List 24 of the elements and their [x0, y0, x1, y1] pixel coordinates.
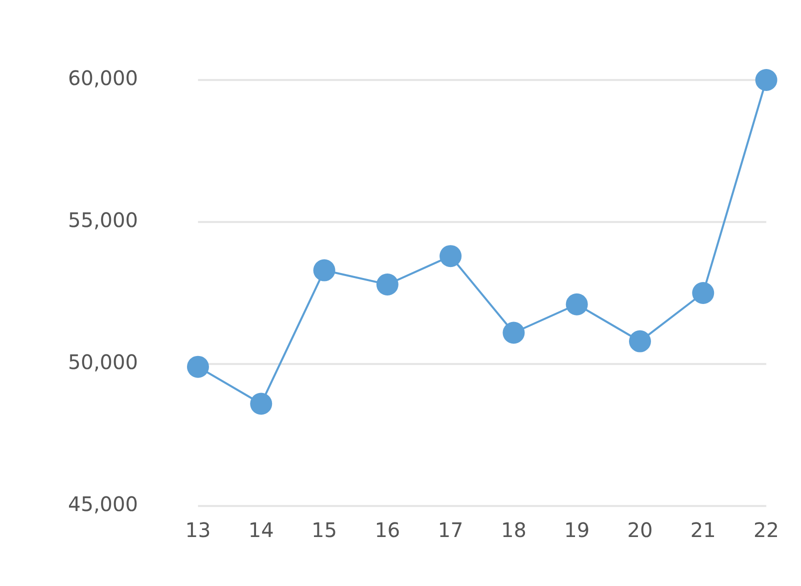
- x-tick-label: 21: [690, 518, 716, 542]
- y-tick-label: 45,000: [68, 492, 138, 516]
- point: [186, 356, 209, 378]
- point: [566, 293, 588, 316]
- point: [755, 69, 778, 91]
- y-tick-label: 50,000: [68, 350, 138, 374]
- x-tick-label: 16: [374, 518, 400, 542]
- x-tick-label: 13: [185, 518, 211, 542]
- point: [440, 245, 462, 268]
- y-tick-label: 60,000: [68, 66, 138, 90]
- point: [250, 392, 272, 415]
- x-tick-label: 14: [248, 518, 274, 542]
- x-tick-label: 18: [500, 518, 526, 542]
- x-tick-label: 22: [754, 518, 779, 542]
- x-tick-label: 20: [627, 518, 653, 542]
- y-tick-label: 55,000: [68, 208, 138, 232]
- point: [376, 273, 398, 296]
- x-tick-label: 19: [564, 518, 590, 542]
- point: [628, 330, 651, 352]
- point: [692, 282, 714, 304]
- point: [502, 322, 525, 344]
- x-tick-label: 17: [438, 518, 464, 542]
- point: [313, 259, 336, 282]
- x-tick-label: 15: [312, 518, 337, 542]
